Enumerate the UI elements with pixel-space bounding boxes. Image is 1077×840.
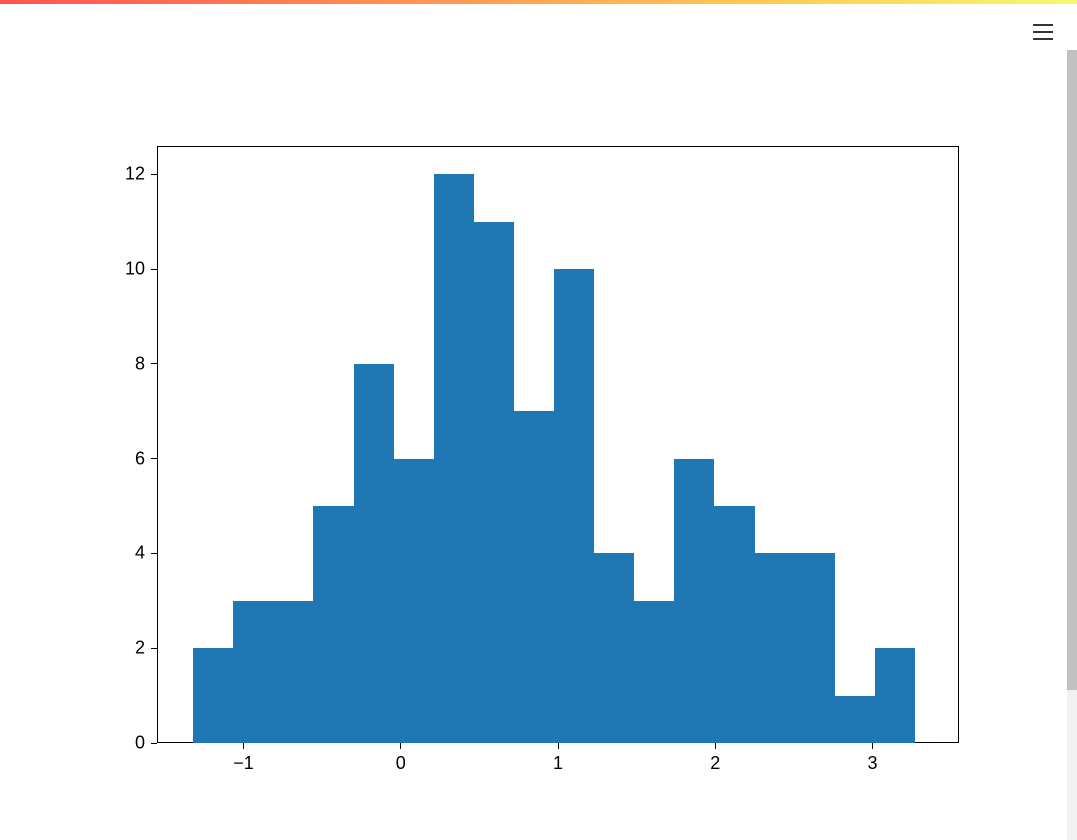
ytick-label: 6 <box>135 448 145 469</box>
xtick-label: 3 <box>867 753 877 774</box>
histogram-bar <box>554 269 594 743</box>
xtick-label: 0 <box>396 753 406 774</box>
histogram-bar <box>714 506 754 743</box>
histogram-bar <box>674 459 714 743</box>
xtick-mark <box>715 743 716 749</box>
xtick-label: 1 <box>553 753 563 774</box>
xtick-mark <box>400 743 401 749</box>
histogram-bar <box>233 601 273 743</box>
ytick-label: 8 <box>135 353 145 374</box>
xtick-label: −1 <box>233 753 254 774</box>
ytick-mark <box>151 363 157 364</box>
histogram-bar <box>594 553 634 743</box>
histogram-bar <box>514 411 554 743</box>
ytick-mark <box>151 648 157 649</box>
ytick-mark <box>151 174 157 175</box>
xtick-mark <box>558 743 559 749</box>
ytick-label: 4 <box>135 543 145 564</box>
ytick-label: 10 <box>125 259 145 280</box>
ytick-label: 2 <box>135 638 145 659</box>
xtick-label: 2 <box>710 753 720 774</box>
histogram-bar <box>313 506 353 743</box>
histogram-bar <box>634 601 674 743</box>
ytick-label: 0 <box>135 733 145 754</box>
histogram-bar <box>875 648 915 743</box>
histogram-bar <box>434 174 474 743</box>
ytick-mark <box>151 553 157 554</box>
histogram-bar <box>354 364 394 743</box>
histogram-bar <box>394 459 434 743</box>
histogram-bar <box>273 601 313 743</box>
ytick-mark <box>151 458 157 459</box>
histogram-bar <box>193 648 233 743</box>
histogram-bar <box>795 553 835 743</box>
histogram-bar <box>474 222 514 743</box>
ytick-mark <box>151 743 157 744</box>
ytick-mark <box>151 269 157 270</box>
histogram-bar <box>835 696 875 743</box>
ytick-label: 12 <box>125 164 145 185</box>
xtick-mark <box>243 743 244 749</box>
histogram-chart: 024681012−10123 <box>0 0 1077 840</box>
xtick-mark <box>872 743 873 749</box>
histogram-bar <box>755 553 795 743</box>
